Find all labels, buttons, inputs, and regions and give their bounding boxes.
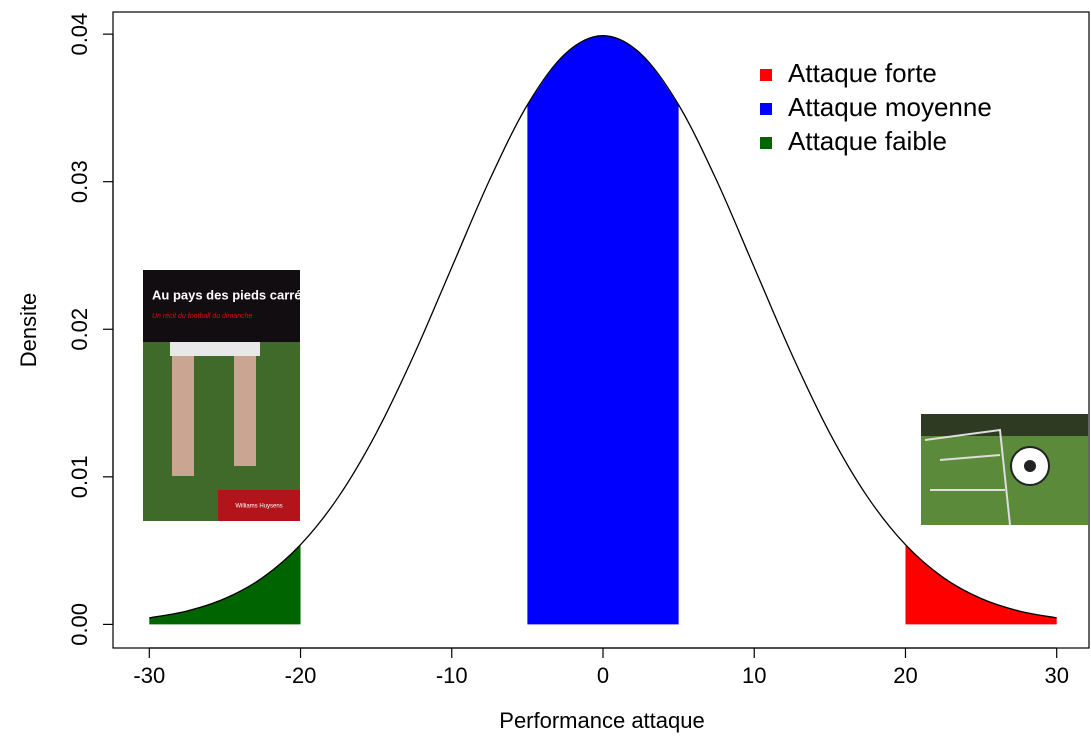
y-tick-label: 0.04	[67, 13, 92, 56]
photo-ball-patch	[1024, 460, 1036, 472]
book-cover-image: Au pays des pieds carrés Un récit du foo…	[143, 270, 309, 521]
x-tick-label: -30	[133, 663, 165, 688]
book-header	[143, 270, 300, 342]
legend-swatch	[760, 103, 772, 115]
book-shorts	[170, 342, 260, 356]
legend-label: Attaque moyenne	[788, 92, 992, 122]
y-tick-label: 0.03	[67, 160, 92, 203]
legend-label: Attaque forte	[788, 58, 937, 88]
x-tick-label: -10	[436, 663, 468, 688]
x-tick-label: 0	[597, 663, 609, 688]
legend-swatch	[760, 137, 772, 149]
x-tick-label: 20	[893, 663, 917, 688]
book-leg	[172, 356, 194, 476]
x-tick-label: -20	[285, 663, 317, 688]
book-subtitle: Un récit du football du dimanche	[152, 313, 252, 320]
book-author: Williams Huysens	[235, 504, 282, 510]
book-title: Au pays des pieds carrés	[152, 287, 309, 302]
x-axis-label: Performance attaque	[499, 708, 704, 733]
book-leg	[234, 356, 256, 466]
legend-label: Attaque faible	[788, 126, 947, 156]
x-tick-label: 10	[742, 663, 766, 688]
photo-trees	[921, 414, 1088, 436]
y-tick-label: 0.02	[67, 308, 92, 351]
shaded-region	[527, 36, 678, 625]
soccer-image	[921, 414, 1088, 525]
chart: Performance attaque Densite Au pays des …	[0, 0, 1091, 738]
y-tick-label: 0.00	[67, 603, 92, 646]
x-tick-label: 30	[1044, 663, 1068, 688]
legend-swatch	[760, 69, 772, 81]
y-axis-label: Densite	[16, 293, 41, 368]
y-tick-label: 0.01	[67, 455, 92, 498]
